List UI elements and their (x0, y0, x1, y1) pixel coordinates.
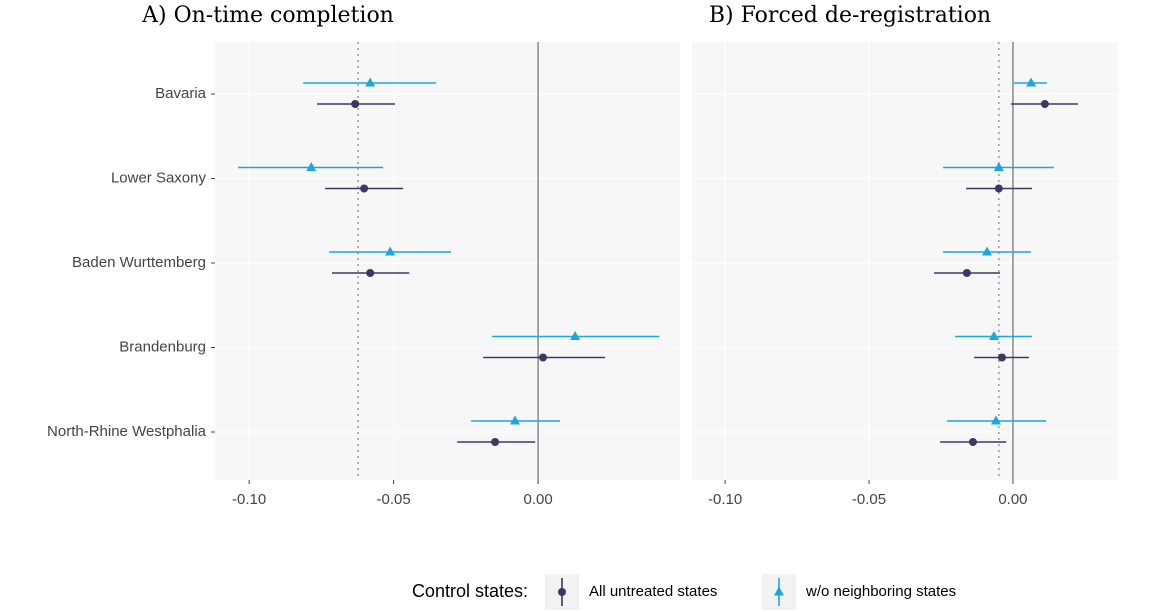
point (570, 331, 581, 340)
point (1040, 100, 1049, 108)
point (962, 269, 971, 277)
point (539, 353, 548, 362)
y-tick-label: North-Rhine Westphalia (47, 423, 207, 440)
panel-title: B) Forced de-registration (709, 3, 991, 28)
x-tick-label: -0.10 (708, 491, 742, 508)
legend-title: Control states: (412, 581, 528, 601)
point (1026, 77, 1037, 87)
point (509, 415, 520, 425)
point (993, 162, 1004, 171)
y-tick-label: Lower Saxony (111, 169, 207, 186)
point (558, 588, 566, 596)
point (968, 438, 977, 446)
point (360, 184, 369, 193)
y-tick-label: Brandenburg (119, 338, 206, 355)
point (366, 269, 375, 277)
point (351, 100, 360, 108)
x-tick-label: -0.05 (377, 491, 411, 508)
y-tick-label: Baden Wurttemberg (72, 254, 206, 271)
point (774, 586, 784, 596)
y-tick-label: Bavaria (155, 85, 207, 102)
point (998, 353, 1007, 362)
legend-label: All untreated states (589, 583, 717, 600)
point (365, 77, 376, 87)
point (982, 246, 993, 256)
legend-label: w/o neighboring states (805, 583, 956, 600)
panel-background (692, 42, 1118, 480)
x-tick-label: -0.05 (852, 491, 886, 508)
point (491, 438, 500, 446)
point (385, 246, 396, 256)
point (306, 162, 317, 171)
x-tick-label: 0.00 (523, 491, 552, 508)
point (994, 184, 1003, 193)
point (988, 331, 999, 340)
x-tick-label: -0.10 (232, 491, 266, 508)
panel-title: A) On-time completion (141, 3, 394, 28)
panel-background (215, 42, 680, 480)
x-tick-label: 0.00 (998, 491, 1027, 508)
point (990, 415, 1001, 425)
